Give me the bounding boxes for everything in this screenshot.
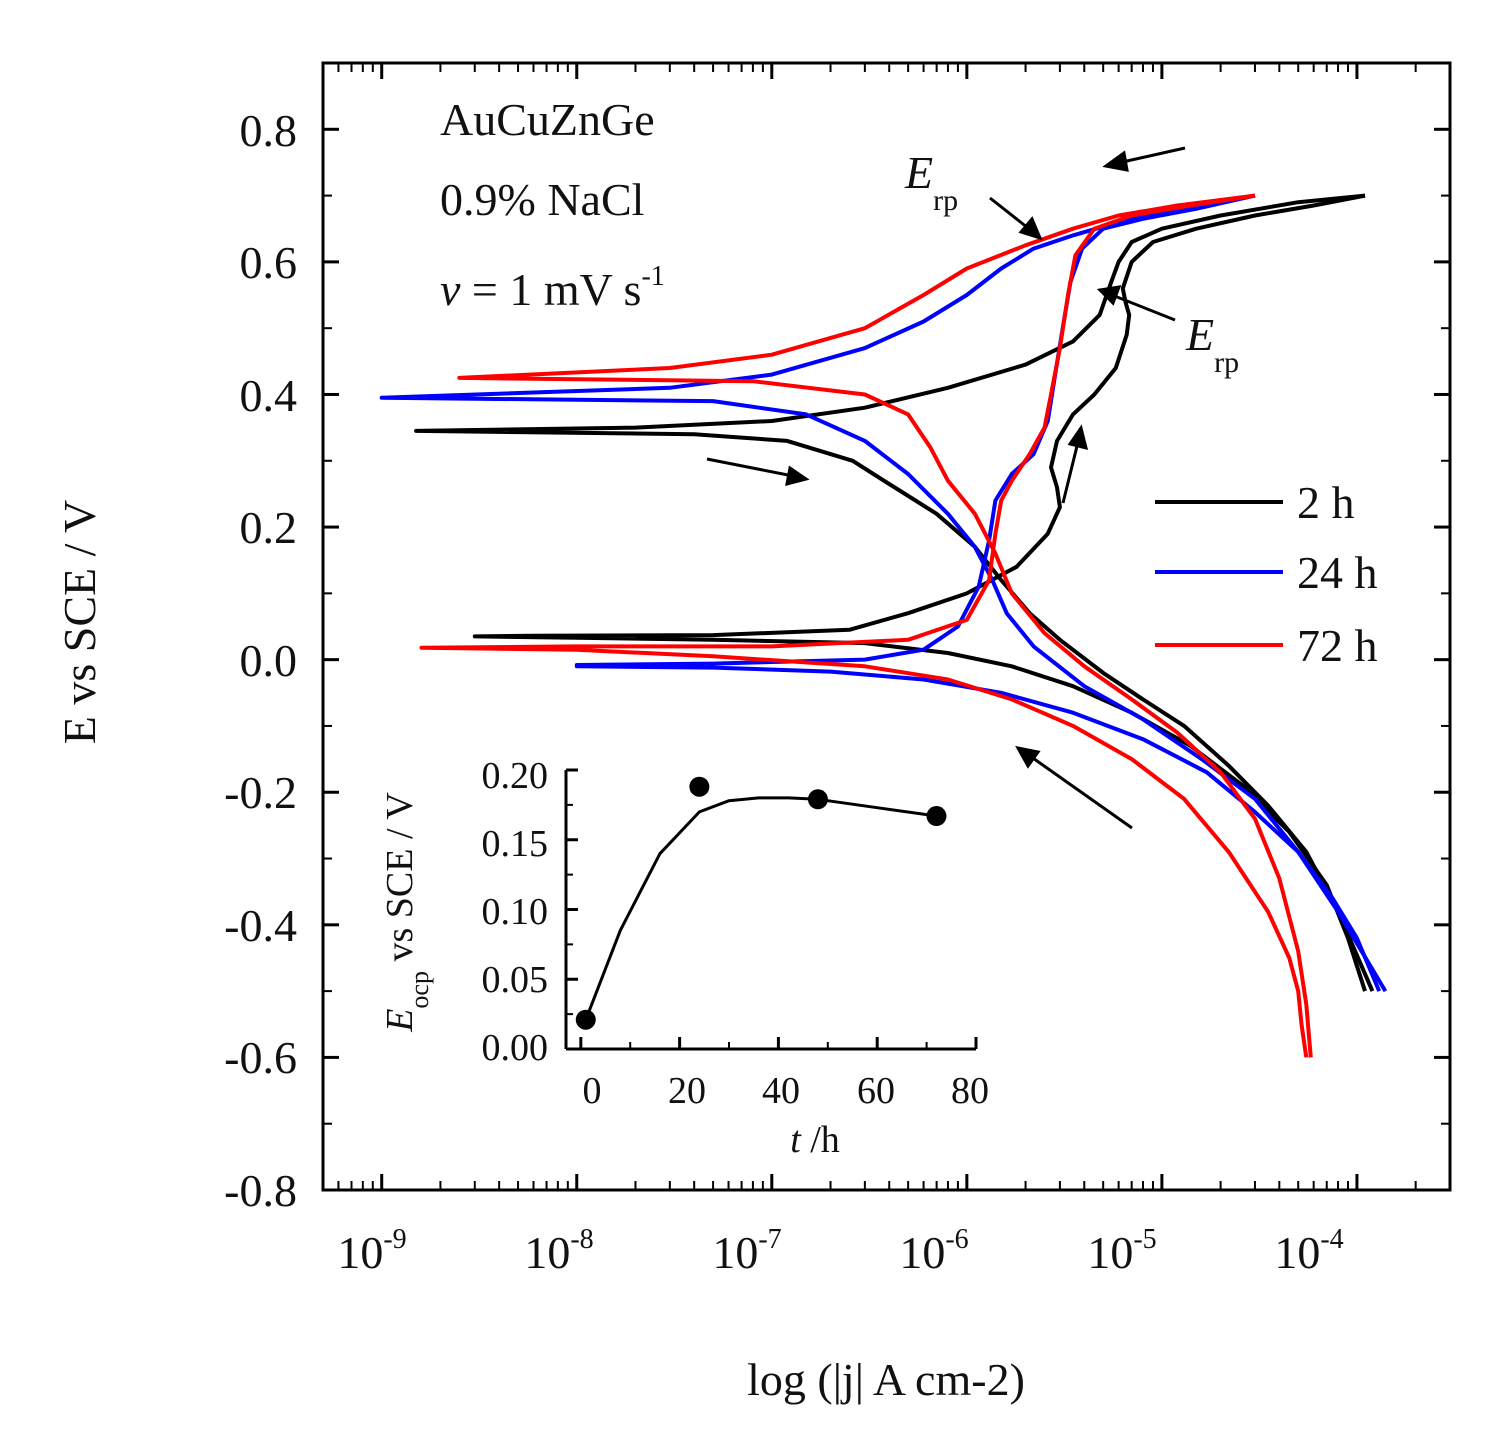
y-tick-label: -0.2: [224, 767, 297, 818]
inset-y-tick-label: 0.00: [482, 1027, 549, 1069]
series-72h-reverse: [457, 193, 1313, 1058]
arrow-top-head: [1102, 150, 1129, 172]
inset-x-tick-label: 40: [762, 1070, 800, 1112]
y-tick-label: 0.2: [240, 502, 298, 553]
y-axis-title: E vs SCE / V: [54, 500, 105, 745]
arrow-erp-top-head: [1018, 216, 1043, 241]
scan-direction-arrows: [706, 146, 1186, 830]
inset-y-axis-title: Eocp vs SCE / V: [379, 792, 434, 1033]
inset-x-tick-label: 0: [583, 1070, 602, 1112]
alloy-label: AuCuZnGe: [440, 94, 655, 145]
legend-label-2h: 2 h: [1297, 477, 1355, 528]
solution-label: 0.9% NaCl: [440, 174, 644, 225]
arrow-right: [706, 457, 794, 478]
x-tick-label: 10-6: [899, 1224, 968, 1278]
plot-frame: [321, 61, 1452, 1192]
arrow-erp-right: [1111, 293, 1176, 322]
legend: 2 h 24 h 72 h: [1155, 477, 1378, 671]
arrow-erp-top: [989, 196, 1029, 230]
inset-axis-ticks: [566, 768, 978, 1051]
y-tick-label: 0.8: [240, 105, 298, 156]
inset-y-tick-label: 0.05: [482, 959, 549, 1001]
x-tick-labels: 10-9 10-8 10-7 10-6 10-5 10-4: [337, 1224, 1343, 1278]
x-axis-title: log (|j| A cm-2): [747, 1354, 1025, 1405]
arrow-up-head: [1067, 424, 1089, 451]
y-tick-label: 0.4: [240, 370, 298, 421]
y-tick-label: 0.6: [240, 237, 298, 288]
x-tick-label: 10-7: [712, 1224, 781, 1278]
inset-y-tick-labels: 0.00 0.05 0.10 0.15 0.20: [482, 755, 549, 1069]
inset-data-point: [689, 776, 710, 797]
x-tick-label: 10-5: [1087, 1224, 1156, 1278]
inset-x-tick-label: 80: [951, 1070, 989, 1112]
inset-y-tick-label: 0.10: [482, 891, 549, 933]
inset-background: [565, 770, 977, 1050]
legend-label-24h: 24 h: [1297, 547, 1378, 598]
inset-x-axis-title: t /h: [790, 1119, 840, 1161]
series-2h-reverse: [414, 193, 1375, 992]
inset-chart: 0.00 0.05 0.10 0.15 0.20 0 20 40 60 80 t…: [379, 755, 989, 1161]
x-tick-label: 10-8: [524, 1224, 593, 1278]
series-24h-reverse: [379, 193, 1388, 993]
inset-fit-curve: [584, 796, 937, 1021]
y-tick-label: -0.6: [224, 1032, 297, 1083]
erp-label-top: Erp: [904, 147, 958, 217]
x-tick-label: 10-9: [337, 1224, 406, 1278]
arrow-right-head: [785, 465, 810, 487]
inset-x-tick-label: 60: [857, 1070, 895, 1112]
arrow-lower: [1029, 754, 1133, 830]
legend-label-72h: 72 h: [1297, 620, 1378, 671]
scan-rate-label: v = 1 mV s-1: [440, 261, 665, 315]
x-tick-label: 10-4: [1274, 1224, 1343, 1278]
inset-data-point: [926, 806, 947, 827]
arrow-up: [1061, 441, 1080, 504]
inset-data-point: [575, 1009, 596, 1030]
y-tick-labels: 0.8 0.6 0.4 0.2 0.0 -0.2 -0.4 -0.6 -0.8: [224, 105, 297, 1216]
main-series-group: [379, 193, 1388, 1058]
inset-series-group: [575, 776, 947, 1030]
inset-y-tick-label: 0.20: [482, 755, 549, 797]
y-tick-label: -0.8: [224, 1165, 297, 1216]
arrow-top: [1117, 146, 1186, 165]
inset-data-point: [807, 789, 828, 810]
y-tick-label: 0.0: [240, 635, 298, 686]
inset-x-tick-labels: 0 20 40 60 80: [583, 1070, 990, 1112]
arrow-erp-right-head: [1096, 285, 1122, 306]
series-72h-forward: [419, 193, 1309, 1058]
main-axis-ticks: [322, 62, 1450, 1192]
y-tick-label: -0.4: [224, 900, 297, 951]
arrow-lower-head: [1015, 745, 1041, 769]
inset-x-tick-label: 20: [668, 1070, 706, 1112]
erp-label-right: Erp: [1185, 309, 1239, 379]
inset-y-tick-label: 0.15: [482, 823, 549, 865]
